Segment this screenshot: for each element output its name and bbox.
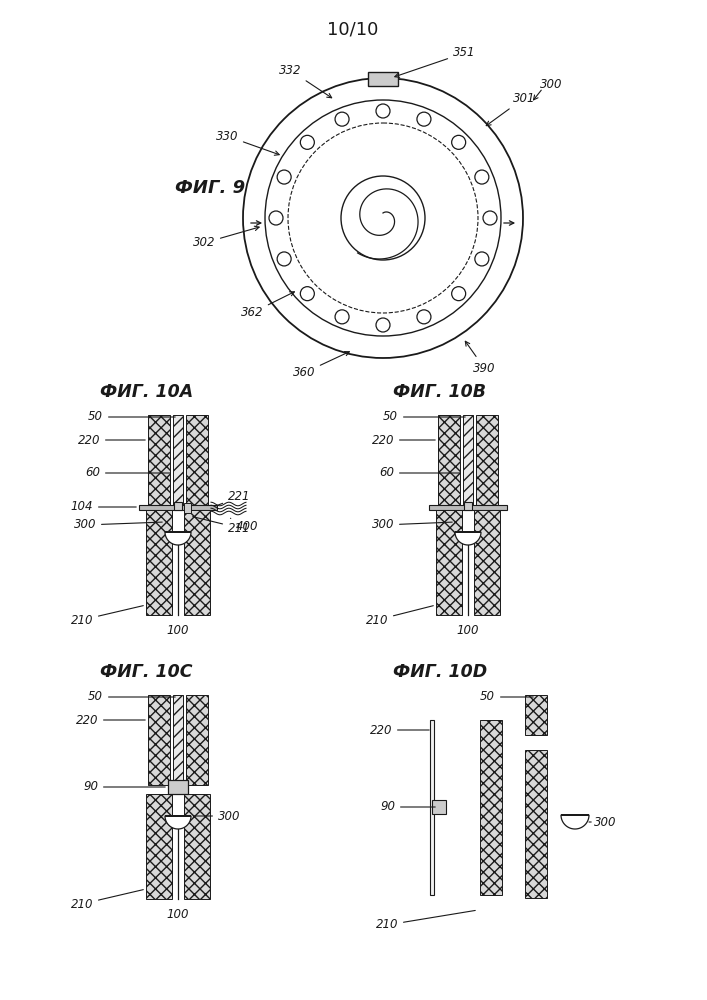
Bar	[525, 750, 547, 898]
Circle shape	[288, 123, 478, 313]
Text: ФИГ. 10С: ФИГ. 10С	[100, 663, 192, 681]
Bar	[168, 780, 188, 794]
Text: 60: 60	[379, 466, 460, 480]
Text: 360: 360	[293, 352, 349, 379]
Bar	[148, 695, 170, 785]
Bar	[432, 800, 446, 814]
Circle shape	[243, 78, 523, 358]
Bar	[436, 510, 462, 615]
Circle shape	[475, 252, 489, 266]
Bar	[525, 695, 547, 735]
Circle shape	[265, 100, 501, 336]
Circle shape	[483, 211, 497, 225]
Bar	[184, 794, 210, 899]
Bar	[464, 502, 472, 510]
Polygon shape	[165, 816, 191, 829]
Bar	[438, 415, 460, 505]
Text: ФИГ. 10В: ФИГ. 10В	[393, 383, 486, 401]
Circle shape	[277, 252, 291, 266]
Circle shape	[277, 170, 291, 184]
Text: 351: 351	[395, 46, 476, 77]
Bar	[139, 505, 217, 510]
Circle shape	[300, 135, 315, 149]
Circle shape	[335, 112, 349, 126]
Text: 210: 210	[366, 606, 433, 626]
Text: 300: 300	[589, 816, 617, 828]
Bar	[173, 415, 183, 505]
Text: 90: 90	[380, 800, 436, 814]
Text: 300: 300	[74, 518, 162, 532]
Bar	[186, 415, 208, 505]
Bar	[463, 415, 473, 505]
Polygon shape	[165, 532, 191, 545]
Text: 211: 211	[193, 517, 250, 534]
Text: 220: 220	[371, 434, 436, 446]
Bar	[429, 505, 507, 510]
Bar	[480, 720, 502, 895]
Text: 210: 210	[71, 606, 144, 626]
Circle shape	[452, 287, 466, 301]
Bar	[476, 415, 498, 505]
Text: 100: 100	[167, 908, 189, 920]
Bar	[184, 503, 191, 513]
Text: 90: 90	[83, 780, 165, 794]
Text: 332: 332	[279, 64, 332, 98]
Polygon shape	[455, 532, 481, 545]
Circle shape	[376, 104, 390, 118]
Text: 50: 50	[480, 690, 533, 704]
Text: 100: 100	[167, 624, 189, 637]
Circle shape	[417, 310, 431, 324]
Bar	[173, 695, 183, 785]
Text: 100: 100	[457, 624, 479, 637]
Text: 220: 220	[76, 714, 145, 726]
Text: 50: 50	[88, 410, 175, 424]
Circle shape	[341, 176, 425, 260]
Text: 362: 362	[240, 292, 294, 320]
Circle shape	[335, 310, 349, 324]
Bar	[174, 502, 182, 510]
Text: 210: 210	[71, 890, 144, 910]
Text: 104: 104	[71, 500, 136, 514]
Text: ФИГ. 10А: ФИГ. 10А	[100, 383, 193, 401]
Circle shape	[417, 112, 431, 126]
Text: 60: 60	[85, 466, 170, 480]
Bar	[474, 510, 500, 615]
Circle shape	[376, 318, 390, 332]
Text: 330: 330	[216, 129, 279, 155]
Bar	[186, 695, 208, 785]
Text: 302: 302	[192, 226, 259, 249]
Text: 220: 220	[370, 724, 429, 736]
Text: 390: 390	[465, 341, 496, 374]
Text: 300: 300	[540, 78, 563, 91]
Circle shape	[452, 135, 466, 149]
Circle shape	[300, 287, 315, 301]
Bar	[146, 794, 172, 899]
Bar	[368, 72, 398, 86]
Bar	[430, 720, 434, 895]
Text: 300: 300	[194, 810, 240, 822]
Text: 210: 210	[375, 910, 475, 932]
Bar	[184, 510, 210, 615]
Text: 50: 50	[88, 690, 175, 704]
Bar	[146, 510, 172, 615]
Text: ФИГ. 9: ФИГ. 9	[175, 179, 245, 197]
Circle shape	[269, 211, 283, 225]
Text: 300: 300	[371, 518, 452, 532]
Text: 220: 220	[78, 434, 145, 446]
Text: 50: 50	[383, 410, 465, 424]
Circle shape	[475, 170, 489, 184]
Bar	[148, 415, 170, 505]
Text: 10/10: 10/10	[327, 21, 379, 39]
Text: 400: 400	[230, 518, 259, 534]
Text: ФИГ. 10D: ФИГ. 10D	[393, 663, 487, 681]
Polygon shape	[561, 815, 589, 829]
Text: 221: 221	[216, 490, 250, 506]
Text: 301: 301	[486, 92, 535, 126]
